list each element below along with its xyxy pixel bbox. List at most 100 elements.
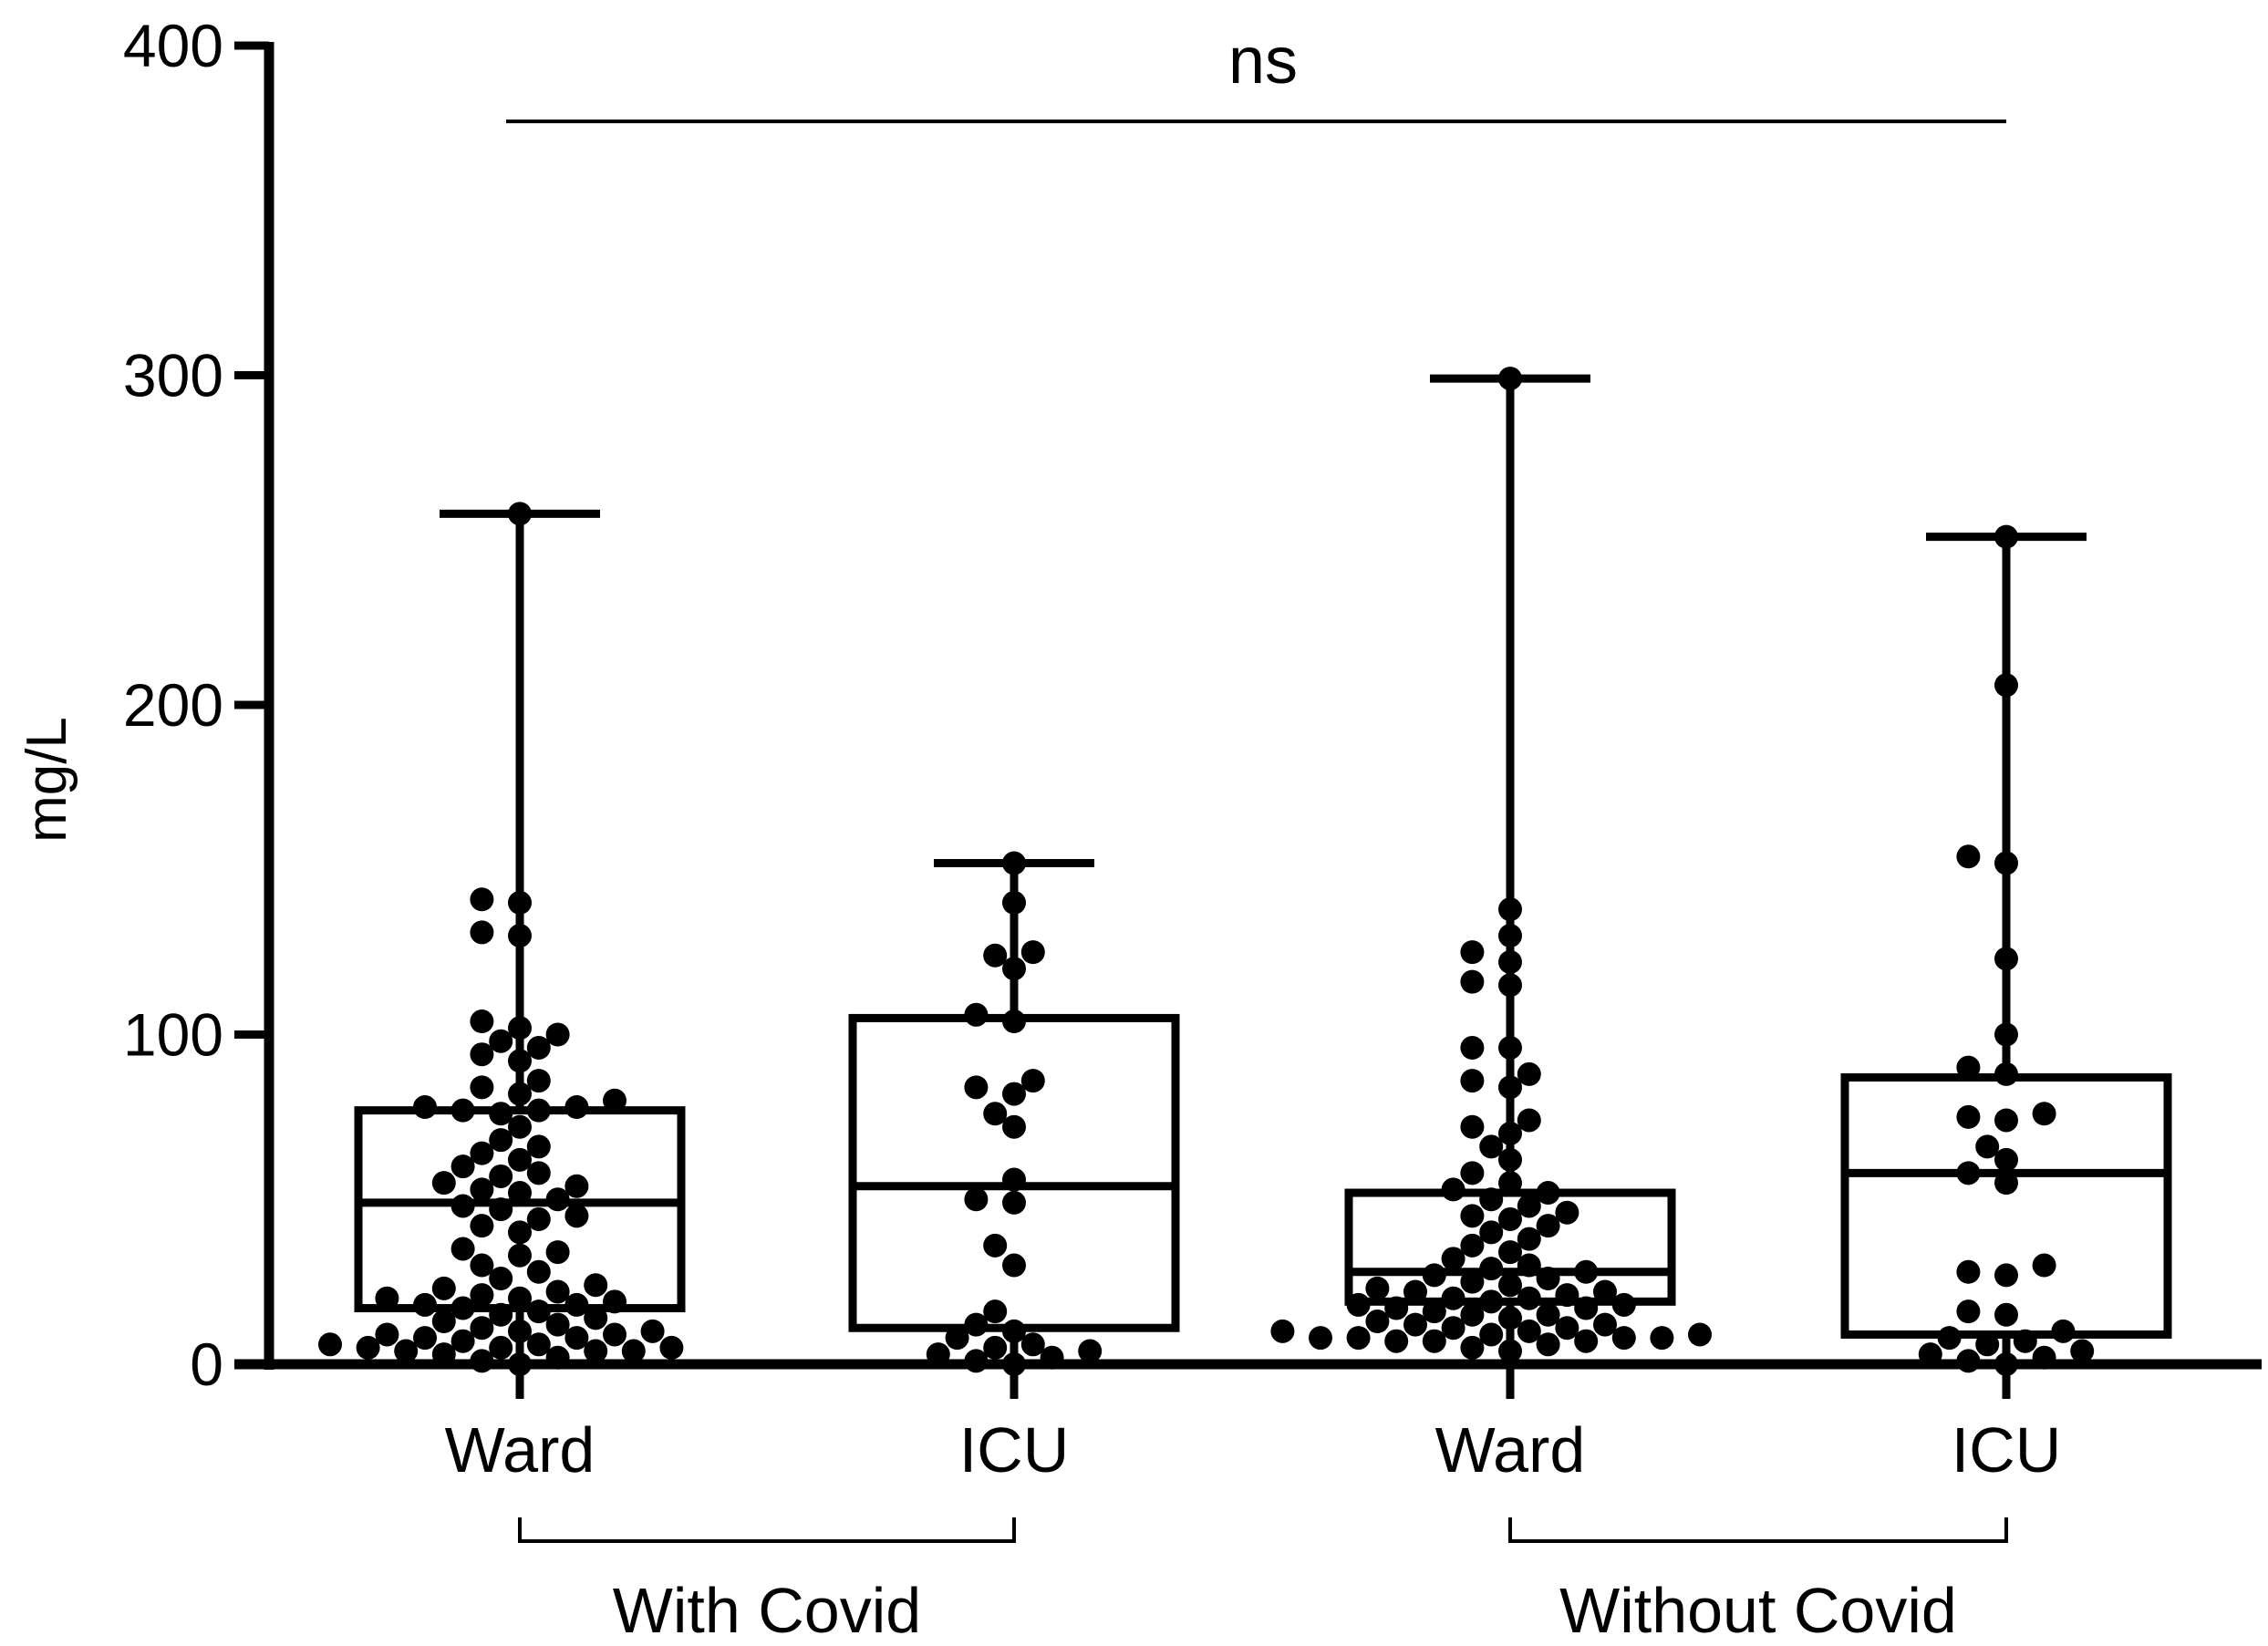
data-point: [1555, 1316, 1579, 1341]
data-point: [526, 1206, 551, 1231]
data-point: [1403, 1312, 1427, 1337]
data-point: [1479, 1289, 1504, 1314]
data-point: [1441, 1286, 1465, 1310]
data-point: [1517, 1227, 1541, 1251]
data-point: [470, 1253, 494, 1278]
data-point: [1346, 1326, 1371, 1351]
data-point: [1536, 1267, 1560, 1291]
data-point: [1956, 1104, 1981, 1129]
y-tick-label: 0: [190, 1330, 223, 1398]
data-point: [1611, 1292, 1636, 1317]
data-point: [1422, 1329, 1446, 1353]
data-point: [489, 1164, 513, 1188]
data-point: [2032, 1253, 2056, 1278]
data-point: [964, 1002, 989, 1027]
data-point: [1002, 1190, 1026, 1215]
data-point: [1956, 1161, 1981, 1185]
data-point: [526, 1259, 551, 1284]
data-point: [964, 1075, 989, 1100]
box-plot-series: [354, 374, 2172, 1364]
data-point: [413, 1095, 437, 1120]
data-point: [1479, 1257, 1504, 1281]
data-point: [1346, 1292, 1371, 1317]
data-point: [1517, 1286, 1541, 1310]
data-point: [526, 1161, 551, 1185]
data-point: [375, 1286, 399, 1310]
data-point: [545, 1022, 570, 1047]
data-point: [1460, 1233, 1485, 1258]
data-point: [1650, 1326, 1674, 1351]
data-point: [489, 1128, 513, 1153]
box-3: [1344, 374, 1676, 1351]
group-brackets: With Covid Without Covid: [518, 1517, 2008, 1646]
data-point: [394, 1339, 419, 1363]
data-point: [983, 1233, 1008, 1258]
box-2: [848, 859, 1180, 1364]
data-point: [450, 1296, 475, 1320]
data-point: [1994, 1061, 2018, 1086]
data-point: [2032, 1102, 2056, 1126]
data-point: [1517, 1253, 1541, 1278]
data-point: [1002, 1082, 1026, 1106]
data-point: [1479, 1220, 1504, 1245]
data-point: [1020, 1069, 1045, 1093]
data-point: [1365, 1310, 1390, 1334]
data-point: [1517, 1061, 1541, 1086]
data-point: [431, 1171, 456, 1196]
data-point: [564, 1292, 589, 1317]
data-point: [1498, 1147, 1522, 1172]
data-point: [489, 1102, 513, 1126]
data-point: [1956, 1259, 1981, 1284]
data-point: [1365, 1276, 1390, 1300]
data-point: [508, 1147, 532, 1172]
data-point: [450, 1098, 475, 1123]
y-tick-label: 400: [123, 12, 223, 79]
data-point: [1956, 1055, 1981, 1080]
data-points: [318, 367, 2095, 1376]
data-point: [526, 1332, 551, 1357]
data-point: [983, 1335, 1008, 1360]
data-point: [1498, 1121, 1522, 1145]
data-point: [1479, 1322, 1504, 1347]
significance-annotation: ns: [506, 25, 2006, 124]
data-point: [659, 1335, 684, 1360]
data-point: [1460, 940, 1485, 965]
data-point: [1498, 1306, 1522, 1330]
data-point: [1555, 1283, 1579, 1308]
data-point: [1498, 1171, 1522, 1196]
data-point: [1574, 1296, 1599, 1320]
data-point: [964, 1187, 989, 1212]
data-point: [1460, 1269, 1485, 1294]
data-point: [564, 1095, 589, 1120]
data-point: [1270, 1319, 1295, 1343]
data-point: [2013, 1329, 2037, 1353]
data-point: [564, 1174, 589, 1198]
data-point: [1002, 957, 1026, 981]
data-point: [1498, 924, 1522, 948]
data-point: [1574, 1329, 1599, 1353]
x-category-label: Ward: [445, 1414, 595, 1486]
data-point: [1994, 1263, 2018, 1288]
data-point: [1574, 1259, 1599, 1284]
data-point: [1994, 673, 2018, 698]
data-point: [1460, 1069, 1485, 1093]
data-point: [1460, 969, 1485, 994]
data-point: [1498, 897, 1522, 922]
data-point: [470, 1042, 494, 1067]
data-point: [1498, 1206, 1522, 1231]
data-point: [1002, 1009, 1026, 1034]
data-point: [1403, 1279, 1427, 1304]
data-point: [1460, 1335, 1485, 1360]
data-point: [470, 1316, 494, 1341]
data-point: [1994, 1022, 2018, 1047]
data-point: [1002, 1319, 1026, 1343]
x-category-label: ICU: [959, 1414, 1070, 1486]
x-category-label: Ward: [1435, 1414, 1586, 1486]
data-point: [1020, 940, 1045, 965]
data-point: [318, 1332, 342, 1357]
data-point: [1422, 1263, 1446, 1288]
data-point: [603, 1322, 627, 1347]
data-point: [356, 1335, 380, 1360]
data-point: [1460, 1204, 1485, 1228]
data-point: [983, 943, 1008, 968]
